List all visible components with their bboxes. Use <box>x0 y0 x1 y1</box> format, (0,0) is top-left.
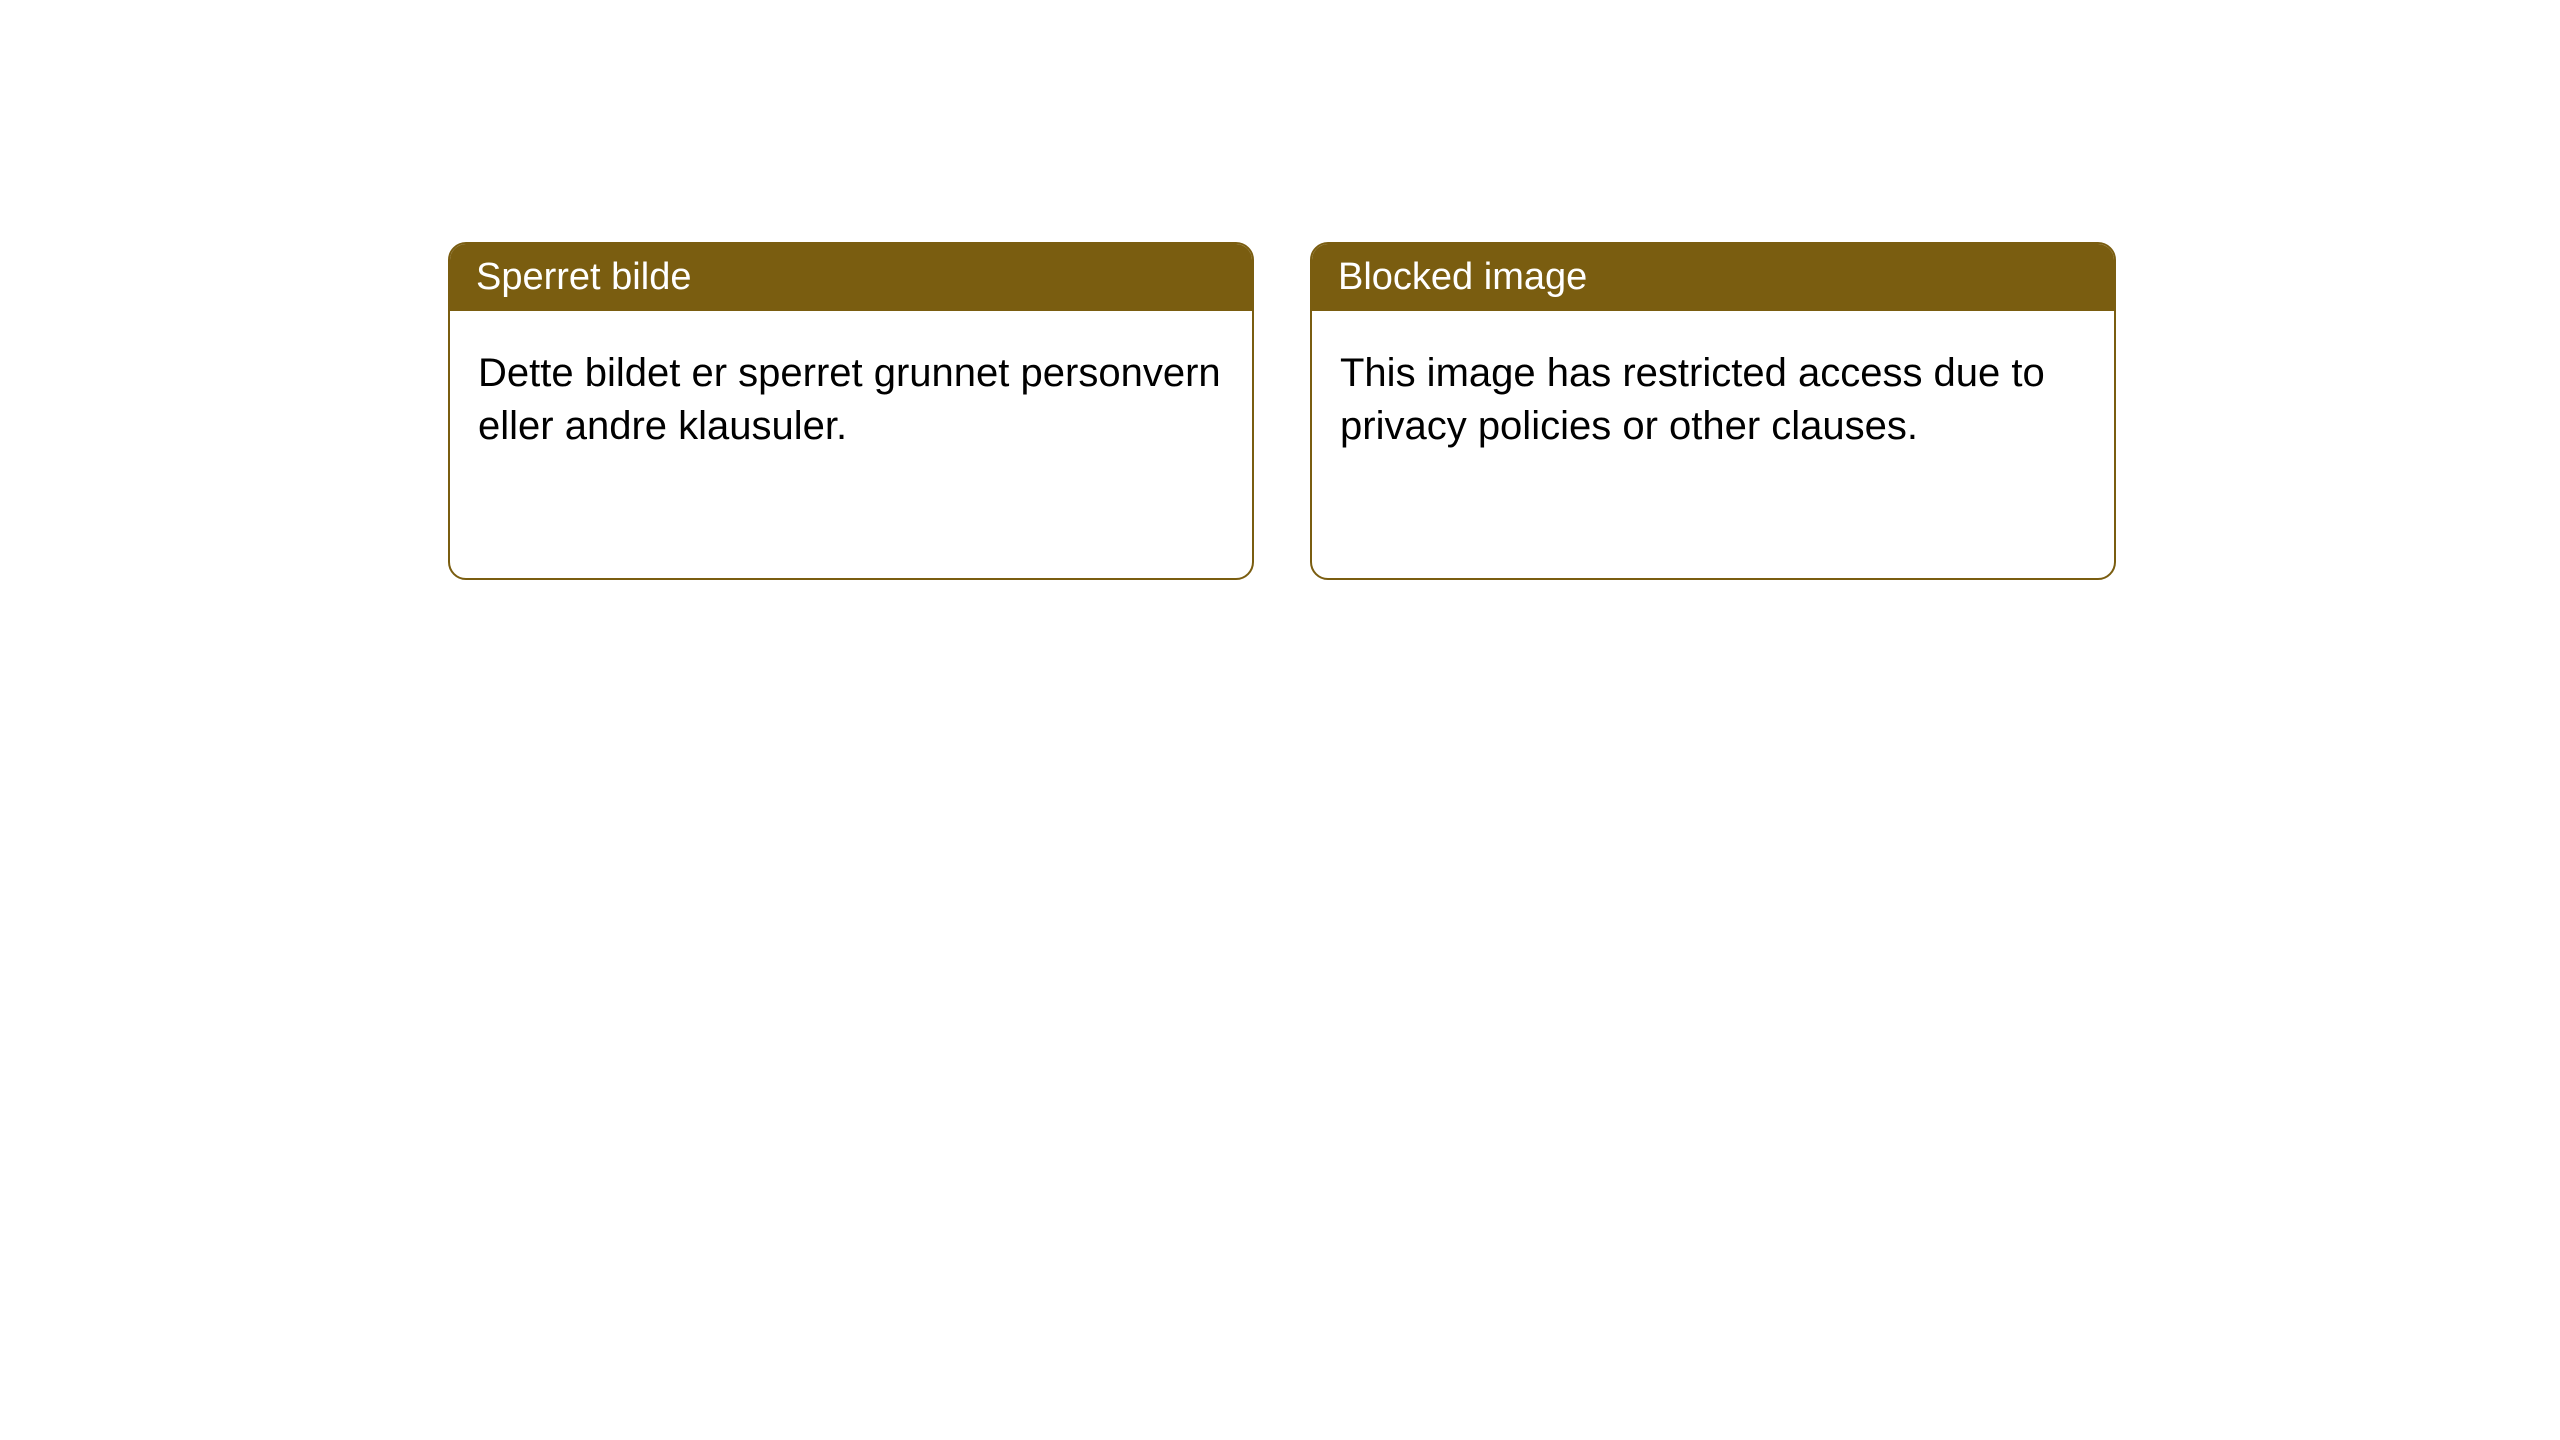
card-body-text: This image has restricted access due to … <box>1312 311 2114 489</box>
card-title: Sperret bilde <box>450 244 1252 311</box>
card-body-text: Dette bildet er sperret grunnet personve… <box>450 311 1252 489</box>
notice-cards-container: Sperret bilde Dette bildet er sperret gr… <box>0 0 2560 580</box>
notice-card-norwegian: Sperret bilde Dette bildet er sperret gr… <box>448 242 1254 580</box>
card-title: Blocked image <box>1312 244 2114 311</box>
notice-card-english: Blocked image This image has restricted … <box>1310 242 2116 580</box>
